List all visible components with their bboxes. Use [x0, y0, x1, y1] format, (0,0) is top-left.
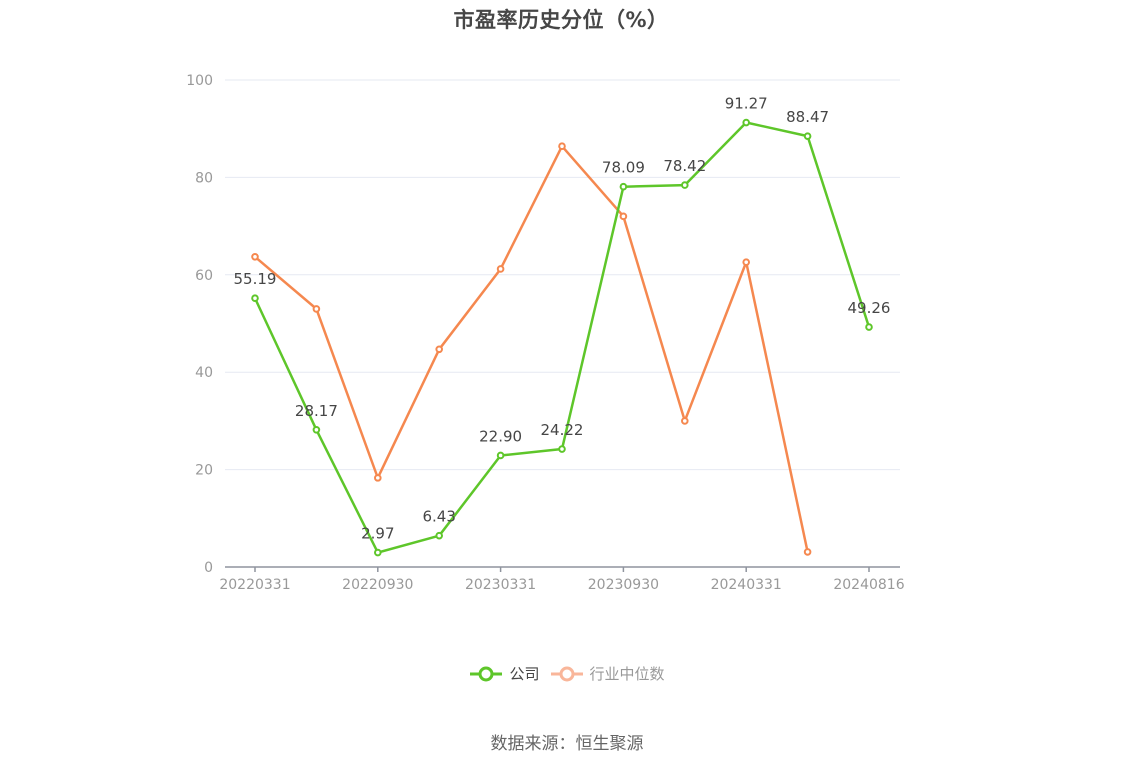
legend-company-icon [470, 666, 503, 681]
legend-item-industry[interactable]: 行业中位数 [550, 663, 665, 684]
data-point[interactable] [619, 212, 628, 221]
data-label: 78.42 [663, 157, 706, 175]
data-point[interactable] [619, 182, 628, 191]
data-point[interactable] [435, 345, 444, 354]
legend-label-company: 公司 [509, 665, 540, 683]
data-labels: 55.19 28.17 2.97 6.43 22.90 24.22 78.09 78.42 91… [234, 95, 891, 543]
data-point[interactable] [251, 252, 259, 261]
x-tick-label: 20240816 [833, 577, 904, 593]
data-point[interactable] [742, 258, 751, 266]
x-tick-label: 20240331 [711, 577, 782, 593]
series-line [253, 121, 871, 554]
data-point[interactable] [742, 118, 751, 127]
data-point[interactable] [803, 132, 812, 140]
x-tick-label: 20220930 [342, 577, 413, 593]
series-company[interactable] [251, 118, 873, 557]
data-label: 91.27 [725, 95, 768, 113]
data-point[interactable] [374, 474, 382, 482]
x-tick-label: 20230930 [588, 577, 659, 593]
data-point[interactable] [435, 531, 444, 540]
data-point[interactable] [681, 181, 689, 189]
y-tick-label: 100 [186, 73, 213, 89]
data-label: 28.17 [295, 402, 338, 420]
data-point[interactable] [251, 294, 259, 303]
data-point[interactable] [803, 548, 812, 556]
data-label: 24.22 [541, 421, 584, 439]
data-label: 55.19 [234, 270, 277, 288]
data-point[interactable] [312, 426, 321, 434]
series-industry-median[interactable] [251, 142, 812, 556]
data-label: 22.90 [479, 427, 522, 445]
x-axis: 20220331 20220930 20230331 20230930 20240331… [219, 566, 905, 593]
y-axis: 0 20 40 60 80 100 [186, 73, 213, 576]
data-point[interactable] [558, 445, 566, 453]
x-tick-label: 20220331 [219, 577, 290, 593]
data-source: 数据来源：恒生聚源 [490, 734, 644, 754]
chart-title: 市盈率历史分位（%） [453, 8, 669, 32]
data-point[interactable] [558, 142, 566, 151]
data-point[interactable] [374, 548, 382, 557]
data-label: 49.26 [848, 299, 891, 317]
y-tick-label: 20 [195, 463, 213, 479]
data-point[interactable] [496, 265, 505, 273]
data-point[interactable] [312, 305, 321, 313]
data-label: 78.09 [602, 159, 645, 177]
legend-industry-icon [550, 666, 583, 681]
legend-label-industry: 行业中位数 [589, 665, 665, 683]
y-tick-label: 60 [195, 268, 213, 284]
y-tick-label: 40 [195, 365, 213, 381]
legend-item-company[interactable]: 公司 [469, 663, 540, 684]
data-label: 6.43 [422, 508, 455, 526]
x-tick-label: 20230331 [465, 577, 536, 593]
y-tick-label: 80 [195, 170, 213, 186]
y-tick-label: 0 [204, 560, 213, 576]
legend: 公司 行业中位数 [0, 663, 1134, 684]
data-point[interactable] [681, 417, 689, 425]
data-point[interactable] [865, 323, 873, 331]
series-line [254, 144, 809, 553]
data-label: 88.47 [786, 108, 829, 126]
data-label: 2.97 [361, 525, 394, 543]
data-point[interactable] [496, 451, 505, 460]
